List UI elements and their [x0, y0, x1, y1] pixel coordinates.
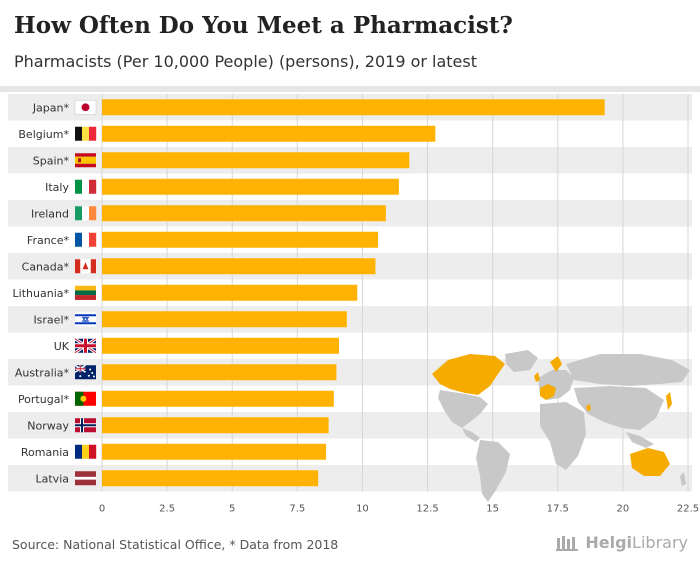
library-icon	[556, 535, 579, 551]
category-label: Italy	[45, 181, 69, 194]
x-tick-label: 22.5	[677, 504, 699, 515]
flag-uk-icon	[74, 337, 97, 354]
x-tick-label: 15	[486, 504, 499, 515]
x-tick-label: 10	[356, 504, 369, 515]
bar	[102, 470, 319, 487]
category-label: Romania	[21, 446, 69, 459]
bar	[102, 178, 399, 195]
bar	[102, 443, 326, 460]
category-label: Belgium*	[18, 128, 69, 141]
flag-lithuania-icon	[75, 285, 96, 300]
category-label: UK	[54, 340, 70, 353]
flag-italy-icon	[75, 179, 97, 194]
bar	[102, 152, 410, 169]
map-southeast-asia	[626, 432, 654, 448]
bar	[102, 258, 376, 275]
x-tick-label: 17.5	[547, 504, 569, 515]
bar	[102, 390, 334, 407]
x-tick-label: 0	[99, 504, 105, 515]
bar	[102, 417, 329, 434]
category-label: Spain*	[33, 154, 70, 167]
x-tick-label: 5	[229, 504, 235, 515]
map-israel	[586, 404, 591, 411]
flag-france-icon	[75, 232, 97, 247]
flag-spain-icon	[75, 153, 96, 168]
logo-text: Library	[632, 533, 688, 552]
header-divider	[0, 86, 700, 92]
source-note: Source: National Statistical Office, * D…	[12, 537, 339, 552]
map-new-zealand	[680, 472, 686, 486]
bar	[102, 205, 386, 222]
category-label: France*	[27, 234, 70, 247]
bar	[102, 311, 347, 328]
map-usa	[438, 390, 488, 428]
bar-chart: Japan* Belgium* Spain* Italy Ireland France* C…	[8, 94, 699, 515]
category-label: Latvia	[36, 472, 70, 485]
flag-japan-icon	[74, 99, 97, 115]
x-tick-label: 2.5	[159, 504, 175, 515]
world-map	[432, 350, 690, 502]
category-label: Canada*	[22, 260, 70, 273]
map-australia	[630, 448, 670, 476]
map-africa	[540, 402, 586, 470]
flag-norway-icon	[75, 418, 96, 433]
chart-subtitle: Pharmacists (Per 10,000 People) (persons…	[14, 52, 478, 71]
flag-ireland-icon	[75, 206, 97, 221]
map-norway	[550, 356, 562, 372]
flag-latvia-icon	[75, 471, 96, 486]
x-tick-label: 7.5	[289, 504, 305, 515]
bar	[102, 337, 340, 354]
category-label: Norway	[27, 419, 69, 432]
flag-portugal-icon	[75, 391, 96, 406]
flag-australia-icon	[74, 364, 96, 380]
flag-canada-icon	[75, 259, 96, 274]
map-south-america	[476, 440, 510, 502]
map-uk	[534, 372, 540, 382]
map-canada	[432, 354, 505, 395]
category-label: Australia*	[15, 366, 70, 379]
map-russia	[566, 354, 690, 386]
category-label: Ireland	[31, 207, 69, 220]
category-label: Israel*	[33, 313, 69, 326]
flag-romania-icon	[75, 444, 97, 459]
map-japan	[666, 392, 672, 410]
map-greenland	[505, 350, 538, 372]
x-tick-label: 12.5	[416, 504, 438, 515]
helgilibrary-logo: HelgiLibrary	[555, 533, 688, 552]
x-tick-label: 20	[617, 504, 630, 515]
map-central-america	[462, 428, 480, 442]
category-label: Lithuania*	[13, 287, 70, 300]
bar	[102, 364, 337, 381]
bar	[102, 231, 379, 248]
flag-belgium-icon	[75, 126, 97, 141]
category-label: Japan*	[32, 101, 70, 114]
logo-text-bold: Helgi	[585, 533, 633, 552]
bar	[102, 284, 358, 301]
map-asia	[574, 386, 664, 430]
category-label: Portugal*	[18, 393, 70, 406]
bar	[102, 125, 436, 142]
bar	[102, 99, 605, 116]
chart-title: How Often Do You Meet a Pharmacist?	[14, 12, 513, 39]
flag-israel-icon	[75, 312, 96, 327]
map-europe-highlight	[540, 384, 556, 400]
